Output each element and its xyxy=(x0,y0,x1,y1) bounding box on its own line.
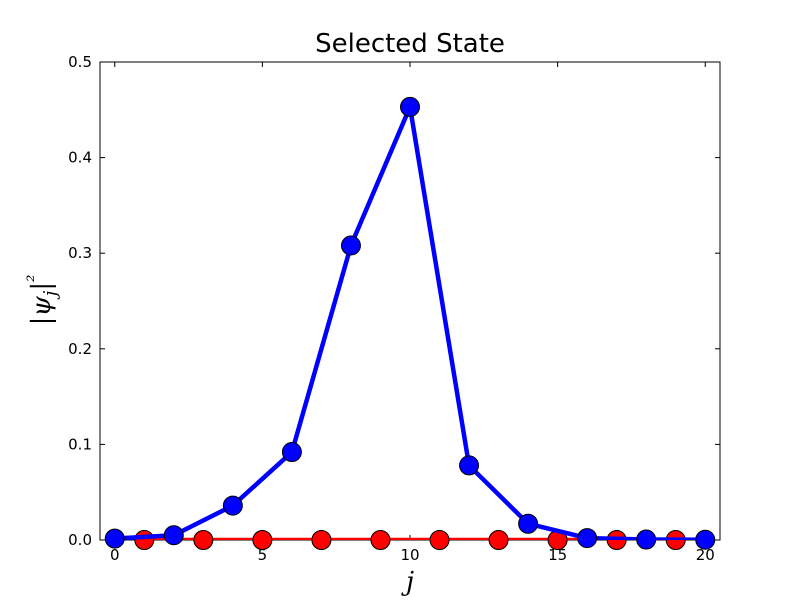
y-tick-label: 0.3 xyxy=(68,244,92,262)
chart-title: Selected State xyxy=(315,29,505,59)
series-layer xyxy=(104,96,716,550)
data-point xyxy=(577,528,598,549)
data-point xyxy=(695,529,716,550)
x-tick-label: 0 xyxy=(110,546,120,564)
data-point xyxy=(518,513,539,534)
data-point xyxy=(400,96,420,117)
data-point xyxy=(636,529,657,550)
y-tick-label: 0.4 xyxy=(68,149,92,167)
data-point xyxy=(429,530,450,550)
y-tick-label: 0.5 xyxy=(68,53,92,71)
series-line xyxy=(114,104,706,540)
y-axis-label: |ψj|² xyxy=(24,275,61,326)
y-axis-label-group: |ψj|² xyxy=(24,275,61,326)
plot-area xyxy=(99,61,721,541)
data-point xyxy=(340,235,361,256)
x-tick-label: 10 xyxy=(400,546,419,564)
data-point xyxy=(252,530,273,550)
data-point xyxy=(134,530,155,550)
x-axis-label: j xyxy=(401,567,414,597)
data-point xyxy=(311,530,332,550)
x-tick-label: 5 xyxy=(258,546,268,564)
x-tick-label: 15 xyxy=(548,546,567,564)
y-tick-label: 0.1 xyxy=(68,435,92,453)
series-0 xyxy=(104,96,716,550)
x-tick-label: 20 xyxy=(696,546,715,564)
y-axis: 0.0 0.1 0.2 0.3 0.4 0.5 xyxy=(68,53,720,549)
data-point xyxy=(459,455,480,476)
data-point xyxy=(370,530,391,550)
x-axis: 0 5 10 15 20 xyxy=(110,62,715,564)
y-tick-label: 0.2 xyxy=(68,340,92,358)
y-tick-label: 0.0 xyxy=(68,531,92,549)
data-point xyxy=(104,528,125,549)
data-point xyxy=(193,530,214,550)
data-point xyxy=(281,442,302,463)
data-point xyxy=(488,530,509,550)
plot-frame xyxy=(99,61,721,541)
data-point xyxy=(222,495,243,516)
data-point xyxy=(163,525,184,546)
